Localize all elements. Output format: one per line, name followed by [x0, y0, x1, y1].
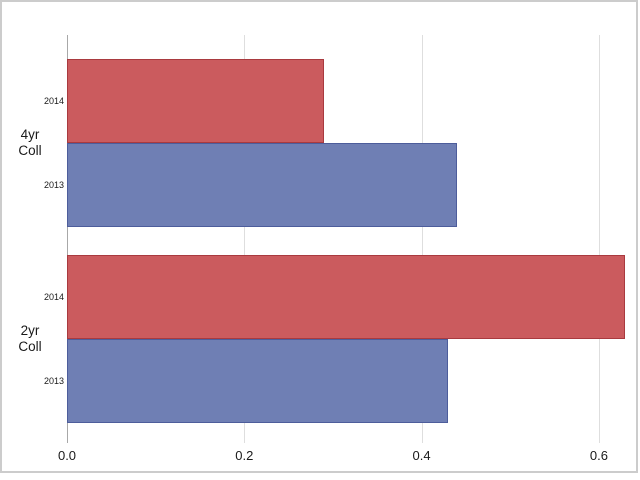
bar-label-2yr-coll-2013: 2013: [43, 376, 64, 386]
gridline-0-6: [598, 35, 600, 443]
y-axis-line: [67, 35, 68, 443]
bar-label-4yr-coll-2014: 2014: [43, 96, 64, 106]
x-tick-label-0-6: 0.6: [589, 448, 608, 463]
bar-label-4yr-coll-2013: 2013: [43, 180, 64, 190]
x-tick-label-0-0: 0.0: [57, 448, 77, 463]
x-tick-label-0-4: 0.4: [412, 448, 431, 463]
bar-2yr-coll-2014: [67, 255, 625, 339]
plot-area: 0.0 0.2 0.4 0.6 2014 2013 4yr Coll 2014 2013 2yr …: [2, 2, 636, 471]
bar-4yr-coll-2013: [67, 143, 457, 227]
category-label-4yr-coll: 4yr Coll: [18, 126, 42, 158]
bar-2yr-coll-2013: [67, 339, 448, 423]
x-tick-label-0-2: 0.2: [235, 448, 254, 463]
bar-4yr-coll-2014: [67, 59, 324, 143]
category-label-2yr-coll: 2yr Coll: [18, 322, 42, 354]
gridline-0-2: [244, 35, 246, 443]
gridline-0-4: [421, 35, 423, 443]
bar-label-2yr-coll-2014: 2014: [43, 292, 64, 302]
